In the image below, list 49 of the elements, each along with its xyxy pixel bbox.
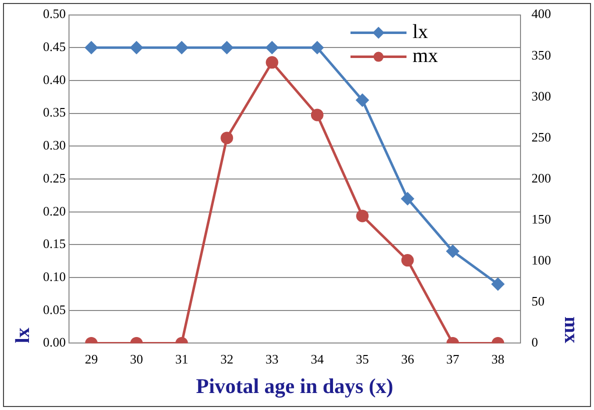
y2-tick-label: 400 bbox=[532, 6, 551, 22]
point bbox=[310, 41, 324, 54]
y2-tick-label: 200 bbox=[532, 170, 551, 186]
y-tick-label: 0.50 bbox=[43, 6, 66, 22]
y-tick-label: 0.25 bbox=[43, 170, 66, 186]
point bbox=[220, 132, 234, 144]
point bbox=[401, 192, 414, 205]
x-tick-label: 36 bbox=[401, 351, 415, 366]
y2-tick-label: 150 bbox=[532, 211, 551, 226]
x-axis-title: Pivotal age in days (x) bbox=[196, 374, 394, 398]
y-tick-label: 0.40 bbox=[43, 72, 66, 87]
y2-tick-label: 300 bbox=[532, 88, 551, 104]
y-tick-label: 0.35 bbox=[43, 104, 66, 120]
point bbox=[85, 41, 98, 54]
y2-axis-title: mx bbox=[560, 316, 582, 344]
point bbox=[356, 210, 369, 222]
x-tick-label: 38 bbox=[491, 351, 504, 366]
x-tick-label: 35 bbox=[356, 351, 369, 366]
point bbox=[492, 278, 504, 290]
y-tick-label: 0.15 bbox=[43, 236, 66, 252]
point bbox=[266, 56, 278, 69]
x-tick-label: 30 bbox=[130, 351, 144, 366]
x-tick-label: 37 bbox=[446, 351, 460, 366]
point bbox=[175, 41, 188, 54]
legend-label: mx bbox=[412, 45, 438, 68]
legend-label: lx bbox=[412, 21, 428, 44]
y2-tick-label: 350 bbox=[532, 47, 551, 62]
y2-tick-label: 50 bbox=[532, 294, 544, 309]
y-tick-label: 0.20 bbox=[43, 203, 66, 218]
y2-tick-label: 100 bbox=[532, 252, 551, 268]
x-tick-label: 32 bbox=[220, 351, 234, 366]
x-tick-label: 33 bbox=[266, 351, 279, 366]
x-tick-label: 31 bbox=[175, 351, 188, 366]
y-tick-label: 0.45 bbox=[43, 39, 66, 54]
y-tick-label: 0.00 bbox=[43, 334, 66, 350]
y2-tick-label: 250 bbox=[532, 129, 551, 144]
point bbox=[130, 41, 143, 54]
x-tick-label: 34 bbox=[310, 351, 324, 366]
y-tick-label: 0.10 bbox=[43, 268, 66, 284]
point bbox=[266, 41, 278, 54]
point bbox=[446, 245, 459, 258]
x-tick-label: 29 bbox=[84, 351, 98, 366]
point bbox=[356, 94, 369, 106]
y-tick-label: 0.05 bbox=[43, 302, 66, 317]
point bbox=[220, 41, 234, 54]
point bbox=[310, 108, 324, 122]
y-axis-title: lx bbox=[12, 328, 34, 344]
y2-tick-label: 0 bbox=[532, 334, 538, 350]
y-tick-label: 0.30 bbox=[43, 138, 66, 153]
